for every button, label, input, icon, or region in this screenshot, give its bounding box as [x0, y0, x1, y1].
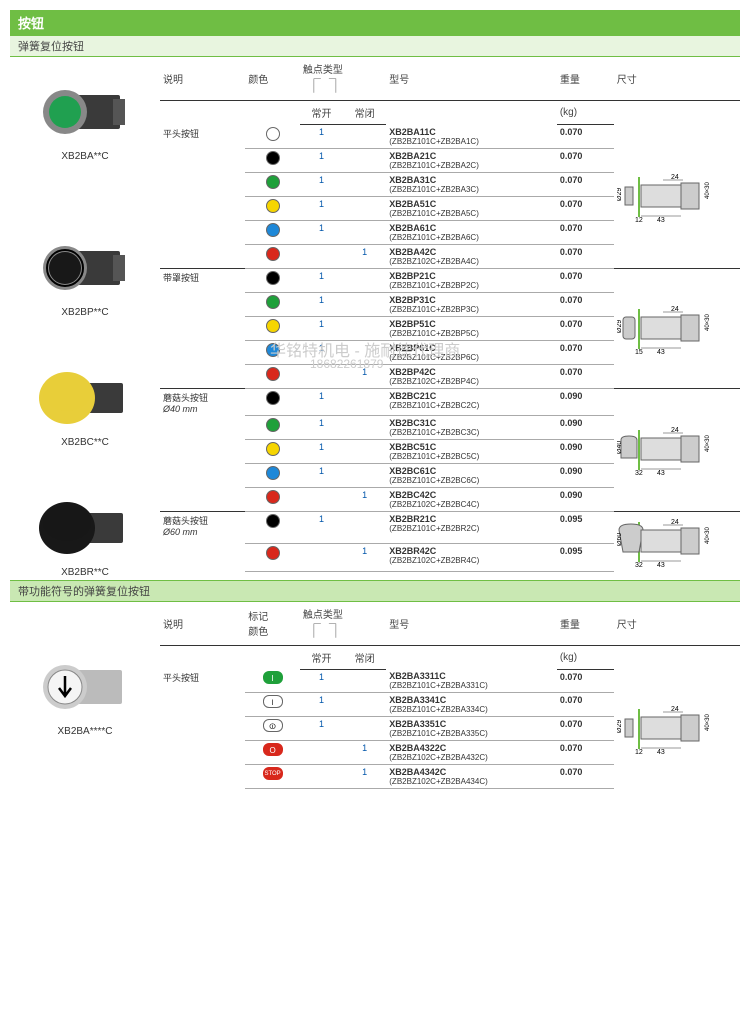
product-code: XB2BC**C	[10, 437, 160, 448]
product-code: XB2BP**C	[10, 307, 160, 318]
product-thumbnail	[35, 363, 135, 433]
hdr2-contact: 触点类型 ⎾⏋	[300, 602, 386, 646]
color-swatch	[266, 418, 280, 432]
dimension-drawing: Ø40 24 32 43 40×30	[617, 422, 722, 477]
hdr-no: 常闭	[343, 101, 386, 125]
svg-text:Ø29: Ø29	[617, 187, 623, 200]
mark-pill: ⏼	[263, 719, 283, 732]
hdr-color: 颜色	[245, 57, 300, 101]
svg-text:40×30: 40×30	[705, 313, 711, 331]
svg-text:Ø60: Ø60	[617, 533, 623, 546]
hdr-weight: 重量	[557, 57, 614, 101]
svg-text:40×30: 40×30	[705, 435, 711, 453]
spec-table-1: 说明 颜色 触点类型 ⎾⏋ 型号 重量 尺寸 常开 常闭 (kg)	[160, 57, 740, 572]
table-row: 平头按钮I1XB2BA3311C(ZB2BZ101C+ZB2BA331C)0.0…	[160, 669, 740, 693]
color-swatch	[266, 271, 280, 285]
spec-table-2: 说明 标记 颜色 触点类型 ⎾⏋ 型号 重量 尺寸 常开 常闭 (	[160, 602, 740, 790]
section1-title: 按钮	[10, 10, 740, 35]
color-swatch	[266, 151, 280, 165]
hdr2-color: 标记 颜色	[245, 602, 300, 646]
color-swatch	[266, 127, 280, 141]
svg-text:40×30: 40×30	[705, 181, 711, 199]
hdr-contact: 触点类型 ⎾⏋	[300, 57, 386, 101]
hdr2-dim: 尺寸	[614, 602, 740, 646]
color-swatch	[266, 295, 280, 309]
mark-pill: I	[263, 671, 283, 684]
product-code: XB2BA**C	[10, 151, 160, 162]
svg-text:Ø29: Ø29	[617, 319, 623, 332]
svg-text:12: 12	[635, 749, 643, 756]
svg-text:43: 43	[657, 562, 665, 569]
hdr-desc: 说明	[160, 57, 245, 101]
hdr-dim: 尺寸	[614, 57, 740, 101]
color-swatch	[266, 546, 280, 560]
table-row: 蘑菇头按钮Ø40 mm1XB2BC21C(ZB2BZ101C+ZB2BC2C)0…	[160, 388, 740, 416]
hdr2-desc: 说明	[160, 602, 245, 646]
table-row: 平头按钮1XB2BA11C(ZB2BZ101C+ZB2BA1C)0.070 Ø2…	[160, 125, 740, 149]
svg-text:43: 43	[657, 470, 665, 477]
color-swatch	[266, 442, 280, 456]
color-swatch	[266, 319, 280, 333]
product-image-column: XB2BA**C XB2BP**C XB2BC**C XB2BR**C	[10, 57, 160, 545]
product-thumbnail	[35, 493, 135, 563]
hdr2-weight: 重量	[557, 602, 614, 646]
table-row: 蘑菇头按钮Ø60 mm1XB2BR21C(ZB2BZ101C+ZB2BR2C)0…	[160, 512, 740, 544]
product-thumbnail	[35, 652, 135, 722]
hdr-nc: 常开	[300, 101, 343, 125]
product-thumbnail	[35, 77, 135, 147]
hdr2-no: 常闭	[343, 645, 386, 669]
dimension-drawing: Ø29 24 15 43 40×30	[617, 301, 722, 356]
dimension-drawing: Ø29 24 12 43 40×30	[617, 701, 722, 756]
mark-pill: STOP	[263, 767, 283, 780]
color-swatch	[266, 223, 280, 237]
hdr2-kg: (kg)	[557, 645, 614, 669]
svg-text:43: 43	[657, 217, 665, 224]
svg-text:Ø29: Ø29	[617, 720, 623, 733]
hdr2-nc: 常开	[300, 645, 343, 669]
product-thumbnail	[35, 233, 135, 303]
svg-text:40×30: 40×30	[705, 714, 711, 732]
color-swatch	[266, 175, 280, 189]
table-row: 带罩按钮1XB2BP21C(ZB2BZ101C+ZB2BP2C)0.070 Ø2…	[160, 268, 740, 292]
section1-subtitle: 弹簧复位按钮	[10, 35, 740, 57]
hdr-kg: (kg)	[557, 101, 614, 125]
dimension-drawing: Ø60 24 32 43 40×30	[617, 514, 722, 569]
dimension-drawing: Ø29 24 12 43 40×30	[617, 169, 722, 224]
color-swatch	[266, 391, 280, 405]
color-swatch	[266, 367, 280, 381]
svg-text:40×30: 40×30	[705, 526, 711, 544]
svg-text:12: 12	[635, 217, 643, 224]
product-code: XB2BA****C	[10, 726, 160, 737]
product-code: XB2BR**C	[10, 567, 160, 578]
color-swatch	[266, 199, 280, 213]
svg-text:32: 32	[635, 470, 643, 477]
mark-pill: ⏽	[263, 695, 283, 708]
color-swatch	[266, 343, 280, 357]
svg-text:15: 15	[635, 349, 643, 356]
svg-text:Ø40: Ø40	[617, 441, 623, 454]
product-image-column-2: XB2BA****C	[10, 602, 160, 767]
color-swatch	[266, 490, 280, 504]
color-swatch	[266, 466, 280, 480]
hdr-model: 型号	[386, 57, 557, 101]
color-swatch	[266, 247, 280, 261]
svg-text:32: 32	[635, 562, 643, 569]
svg-text:43: 43	[657, 349, 665, 356]
mark-pill: O	[263, 743, 283, 756]
section2-subtitle: 带功能符号的弹簧复位按钮	[10, 580, 740, 602]
hdr2-model: 型号	[386, 602, 557, 646]
color-swatch	[266, 514, 280, 528]
svg-text:43: 43	[657, 749, 665, 756]
